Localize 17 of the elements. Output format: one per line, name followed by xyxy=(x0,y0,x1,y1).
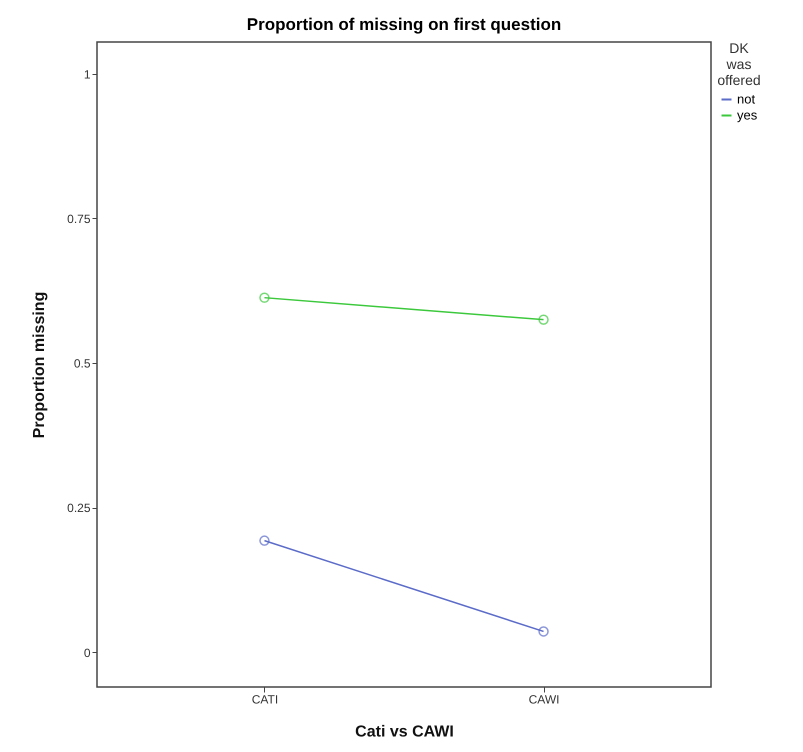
y-axis-title: Proportion missing xyxy=(31,292,48,438)
point xyxy=(259,535,270,546)
x-axis-title: Cati vs CAWI xyxy=(355,724,454,740)
y-tick-label: 0 xyxy=(84,646,91,660)
point xyxy=(538,626,549,637)
y-tick-label: 1 xyxy=(84,67,91,82)
x-tick-label: CATI xyxy=(252,692,278,706)
point xyxy=(538,314,549,325)
legend-label: yes xyxy=(737,108,758,122)
y-tick-label: 0.25 xyxy=(67,501,91,516)
legend-label: not xyxy=(737,92,756,106)
chart-title: Proportion of missing on first question xyxy=(246,15,562,34)
y-tick-label: 0.75 xyxy=(67,212,91,226)
y-tick-label: 0.5 xyxy=(74,356,91,371)
point xyxy=(259,292,270,303)
legend-title: DK was offered xyxy=(717,40,761,88)
x-tick-label: CAWI xyxy=(528,692,560,706)
